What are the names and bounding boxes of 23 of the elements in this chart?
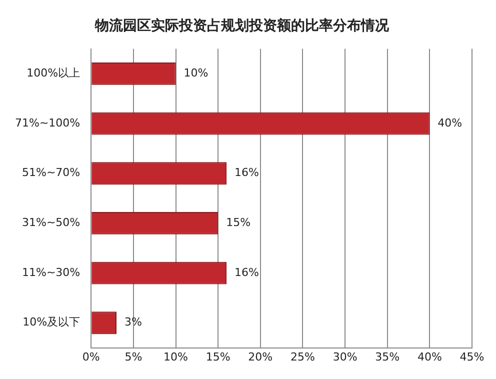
y-tick-label: 71%~100% — [14, 116, 80, 130]
y-tick-label: 10%及以下 — [22, 316, 80, 329]
data-label: 10% — [184, 66, 208, 80]
y-tick-label: 11%~30% — [22, 266, 80, 279]
chart-title: 物流园区实际投资占规划投资额的比率分布情况 — [94, 17, 390, 34]
data-label: 40% — [438, 116, 462, 130]
x-tick-label: 35% — [375, 350, 400, 364]
y-tick-label: 100%以上 — [26, 66, 80, 80]
x-tick-label: 15% — [206, 350, 230, 364]
data-label: 16% — [234, 266, 259, 279]
x-tick-label: 20% — [248, 350, 273, 364]
x-tick-label: 25% — [290, 350, 315, 364]
y-tick-label: 51%~70% — [22, 166, 80, 180]
x-tick-label: 30% — [332, 350, 358, 364]
y-tick-label: 31%~50% — [22, 216, 80, 230]
x-tick-label: 40% — [417, 350, 442, 364]
x-tick-label: 0% — [82, 350, 100, 364]
data-label: 3% — [124, 316, 142, 329]
x-tick-label: 45% — [460, 350, 484, 364]
x-tick-label: 10% — [164, 350, 188, 364]
data-label: 16% — [234, 166, 259, 180]
x-tick-label: 5% — [124, 350, 142, 364]
data-label: 15% — [226, 216, 251, 230]
